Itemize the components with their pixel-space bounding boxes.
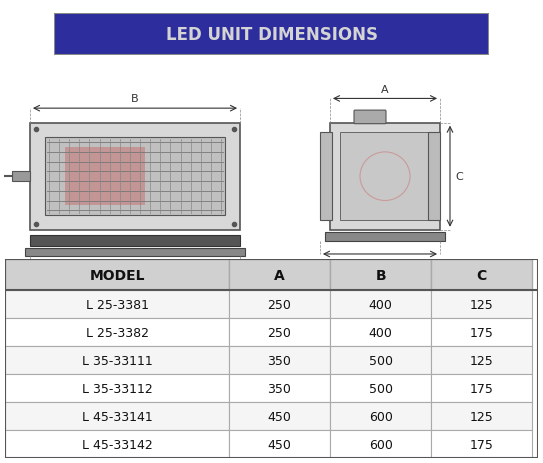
Bar (431, 431, 532, 458)
Bar (5, 259, 229, 291)
Text: L 35-33111: L 35-33111 (82, 354, 153, 367)
Text: A: A (274, 268, 285, 282)
Bar (330, 375, 431, 402)
Bar (431, 259, 532, 291)
Text: 450: 450 (268, 410, 292, 423)
Bar (431, 346, 532, 375)
Bar (229, 402, 330, 431)
Bar (320, 133, 332, 220)
Bar (229, 259, 330, 291)
Bar (330, 431, 431, 458)
Bar (45, 138, 225, 216)
Text: A: A (381, 84, 389, 94)
Text: C: C (455, 172, 463, 182)
Bar (229, 375, 330, 402)
Bar (5, 291, 229, 319)
Text: L 45-33142: L 45-33142 (82, 438, 153, 451)
Text: 250: 250 (268, 326, 292, 339)
Bar (340, 133, 430, 220)
Text: 125: 125 (470, 354, 494, 367)
Text: B: B (131, 94, 139, 104)
Bar (431, 402, 532, 431)
Text: 250: 250 (268, 298, 292, 311)
Bar (431, 291, 532, 319)
Text: B: B (375, 268, 386, 282)
Text: MODEL: MODEL (90, 268, 145, 282)
Bar (431, 375, 532, 402)
Bar (330, 402, 431, 431)
Bar (330, 291, 431, 319)
Text: LED UNIT DIMENSIONS: LED UNIT DIMENSIONS (166, 26, 377, 44)
Bar (229, 431, 330, 458)
FancyBboxPatch shape (54, 14, 489, 56)
Text: 400: 400 (369, 326, 393, 339)
Bar (5, 431, 229, 458)
Text: 350: 350 (268, 354, 292, 367)
Text: L 35-33112: L 35-33112 (82, 382, 153, 395)
Bar (30, 235, 240, 247)
Text: 500: 500 (369, 354, 393, 367)
Text: L 25-3381: L 25-3381 (86, 298, 149, 311)
Bar (330, 346, 431, 375)
Bar (5, 375, 229, 402)
Bar (12, 172, 30, 181)
Bar (330, 124, 440, 230)
Text: A: A (131, 274, 139, 284)
Bar (330, 319, 431, 346)
Bar (30, 124, 240, 230)
Bar (325, 232, 445, 242)
Text: 500: 500 (369, 382, 393, 395)
Text: 400: 400 (369, 298, 393, 311)
Bar (5, 402, 229, 431)
Text: C: C (477, 268, 487, 282)
Text: L 45-33141: L 45-33141 (82, 410, 153, 423)
Bar (229, 346, 330, 375)
Bar (5, 346, 229, 375)
Text: 600: 600 (369, 410, 393, 423)
Text: 175: 175 (470, 326, 494, 339)
Text: 125: 125 (470, 410, 494, 423)
Bar (330, 259, 431, 291)
Text: B: B (376, 262, 384, 272)
FancyBboxPatch shape (354, 111, 386, 125)
Bar (65, 148, 145, 206)
Text: 175: 175 (470, 438, 494, 451)
Text: 450: 450 (268, 438, 292, 451)
Bar (431, 319, 532, 346)
Text: L 25-3382: L 25-3382 (86, 326, 149, 339)
Bar (428, 133, 440, 220)
Bar (5, 319, 229, 346)
Text: 350: 350 (268, 382, 292, 395)
Bar (25, 249, 245, 257)
Bar (229, 319, 330, 346)
Bar (229, 291, 330, 319)
Text: 175: 175 (470, 382, 494, 395)
Text: 600: 600 (369, 438, 393, 451)
Text: 125: 125 (470, 298, 494, 311)
